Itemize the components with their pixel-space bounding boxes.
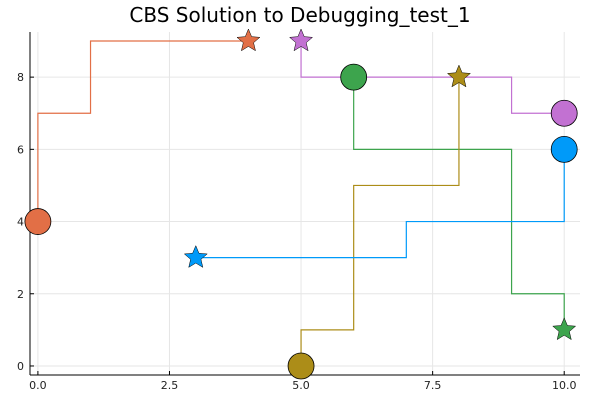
y-tick-label: 6 [17, 143, 24, 156]
axes-layer: 0.0 2.5 5.0 7.5 10.0 0 2 4 6 8 [17, 32, 580, 392]
x-tick-label: 5.0 [292, 379, 310, 392]
agent-goal-star-3 [289, 28, 314, 52]
y-tick-label: 8 [17, 71, 24, 84]
series-layer [37, 40, 565, 366]
y-tick-label: 4 [17, 216, 24, 229]
agent-start-circle-2 [340, 63, 368, 91]
agent-path-1 [37, 40, 249, 222]
y-tick-label: 0 [17, 360, 24, 373]
x-tick-label: 0.0 [29, 379, 47, 392]
agent-goal-star-5 [183, 245, 208, 268]
x-tick-label: 2.5 [161, 379, 179, 392]
y-tick-label: 2 [17, 288, 24, 301]
agent-start-circle-1 [24, 208, 52, 235]
x-tick-label: 7.5 [424, 379, 442, 392]
x-tick-label: 10.0 [552, 379, 577, 392]
agent-start-circle-3 [550, 99, 578, 127]
agent-path-5 [195, 149, 565, 259]
agent-start-circle-5 [550, 135, 578, 163]
agent-start-circle-4 [287, 352, 315, 380]
chart-title: CBS Solution to Debugging_test_1 [129, 3, 471, 27]
agent-path-3 [300, 41, 565, 114]
grid-layer [30, 32, 580, 375]
agent-goal-star-4 [446, 64, 471, 88]
agent-goal-star-2 [552, 317, 577, 341]
marker-layer [24, 28, 578, 380]
agent-goal-star-1 [236, 28, 261, 52]
